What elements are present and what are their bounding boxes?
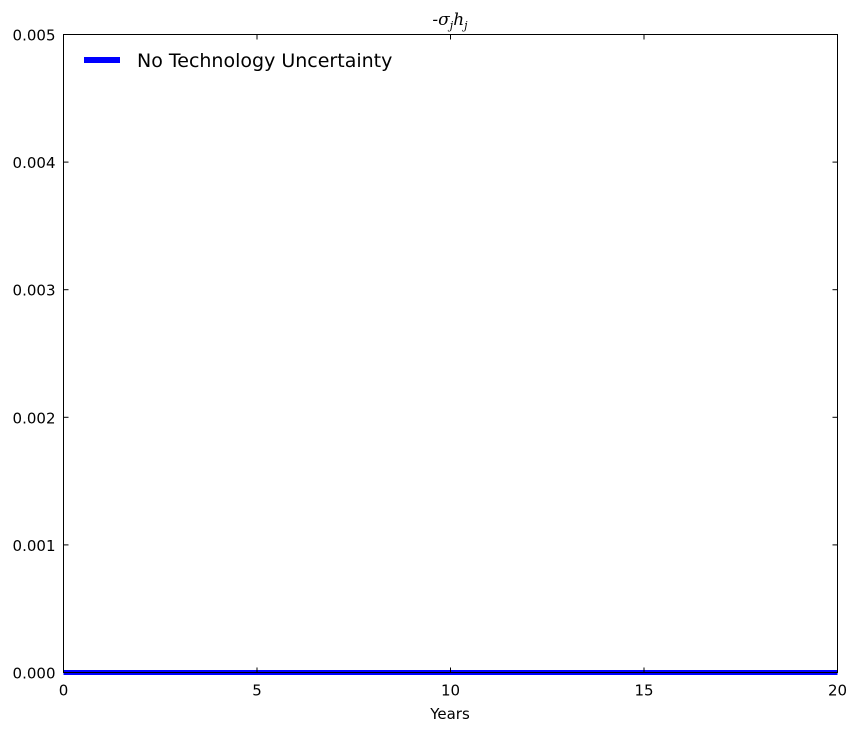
y-tick-label: 0.001 xyxy=(13,537,56,555)
y-tick-label: 0.004 xyxy=(13,154,56,172)
legend: No Technology Uncertainty xyxy=(84,50,392,72)
y-tick-label: 0.000 xyxy=(13,665,56,683)
y-tick-label: 0.002 xyxy=(13,409,56,427)
x-tick-label: 15 xyxy=(634,682,653,700)
y-tick-label: 0.003 xyxy=(13,282,56,300)
x-tick-label: 5 xyxy=(252,682,262,700)
x-tick-label: 10 xyxy=(441,682,460,700)
ticks-layer: 0 5 10 15 20 0.000 0.001 0.002 0.003 0.004 0.005 xyxy=(13,27,848,700)
x-tick-label: 0 xyxy=(59,682,69,700)
y-tick-label: 0.005 xyxy=(13,27,56,45)
x-axis-label: Years xyxy=(429,705,470,723)
x-tick-label: 20 xyxy=(828,682,847,700)
legend-label: No Technology Uncertainty xyxy=(137,50,392,72)
chart-title: -σjhj xyxy=(432,10,468,32)
